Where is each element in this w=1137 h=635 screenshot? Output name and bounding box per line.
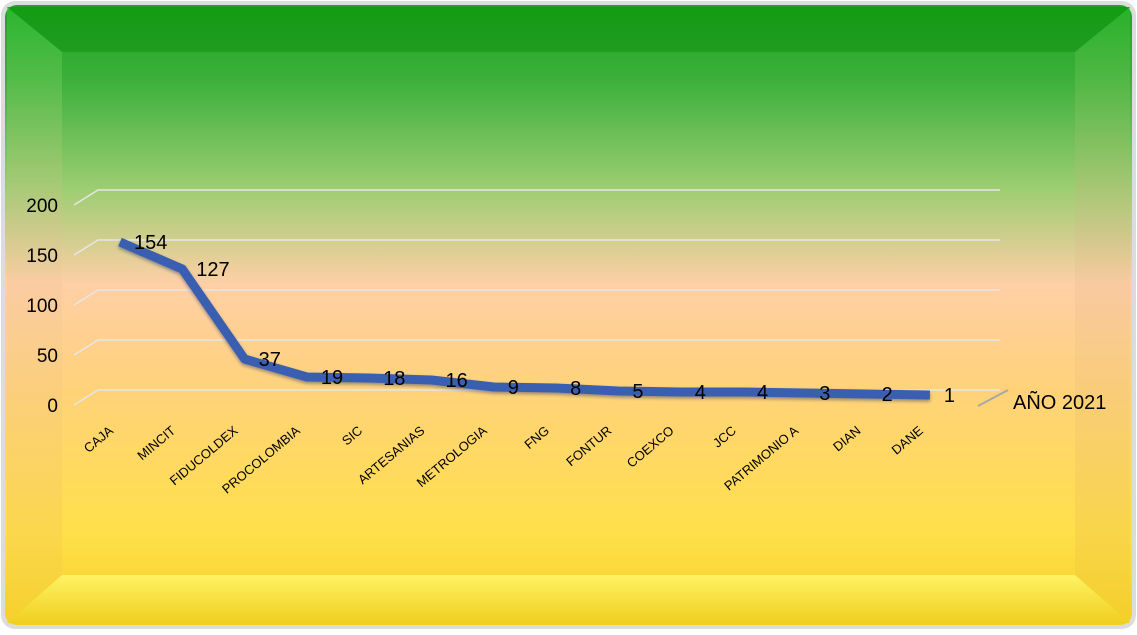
y-tick-label: 0 [47,396,58,417]
y-tick-label: 150 [26,246,58,267]
bevel-right [1075,7,1130,623]
data-label: 37 [259,349,281,371]
data-label: 4 [695,382,706,404]
y-tick-label: 100 [26,296,58,317]
data-label: 5 [632,381,643,403]
data-label: 4 [757,382,768,404]
data-label: 127 [196,259,229,281]
legend-label: AÑO 2021 [1013,390,1106,414]
data-label: 1 [944,385,955,407]
data-label: 8 [570,378,581,400]
bevel-top [7,7,1130,52]
data-label: 3 [819,383,830,405]
data-label: 19 [321,367,343,389]
bevel-bottom [7,575,1130,623]
data-label: 2 [882,384,893,406]
y-tick-label: 50 [37,346,58,367]
data-label: 154 [134,232,167,254]
data-label: 16 [446,370,468,392]
data-label: 18 [383,368,405,390]
frame-body [5,5,1132,625]
data-label: 9 [508,377,519,399]
y-tick-label: 200 [26,196,58,217]
